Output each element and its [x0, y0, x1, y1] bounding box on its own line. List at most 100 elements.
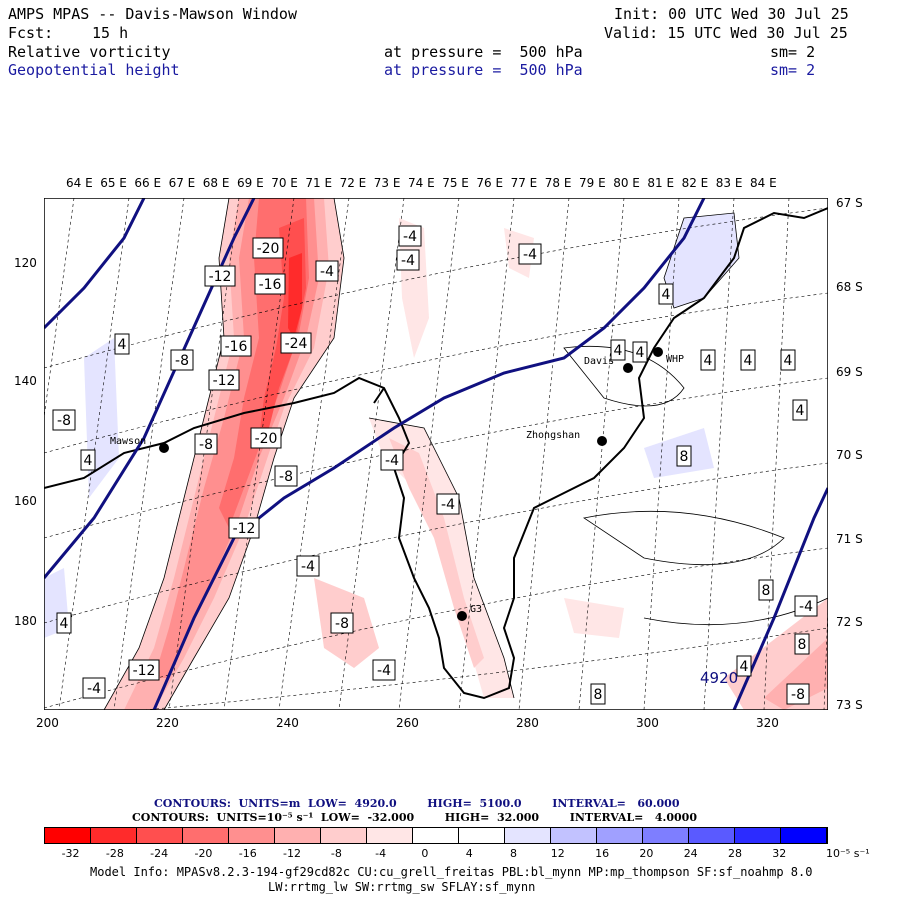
contour-labels: -20 -4 -4 -4 -12 -16 -4 -16 -24 -12 -20 -8 -8 -12 -4 -8…: [52, 225, 818, 705]
station-marker-whp: [653, 347, 663, 357]
contour-label: 4: [118, 337, 127, 353]
contour-label-box: [590, 683, 606, 705]
station-label-davis: Davis: [584, 356, 614, 367]
contour-label-box: [296, 555, 320, 577]
field2-name: Geopotential height: [8, 61, 180, 79]
longitude-label: 84 E: [750, 176, 777, 190]
height-contour-label: 4920: [700, 669, 738, 687]
colorbar-swatch: [45, 828, 91, 843]
contour-label: -8: [175, 353, 189, 369]
longitude-label: 80 E: [613, 176, 640, 190]
contour-label: -16: [259, 277, 282, 293]
colorbar-units: 10⁻⁵ s⁻¹: [826, 847, 870, 860]
latitude-label: 68 S: [836, 280, 863, 294]
model-info-line1: Model Info: MPASv8.2.3-194-gf29cd82c CU:…: [90, 865, 813, 879]
field2-smoothing: sm= 2: [770, 61, 816, 79]
contour-label: -12: [233, 521, 256, 537]
colorbar-tick-label: -16: [238, 847, 257, 860]
contour-label-box: [56, 612, 72, 634]
contour-label: 4: [636, 345, 645, 361]
longitude-label: 72 E: [339, 176, 367, 190]
y-tick-label: 160: [14, 494, 37, 508]
contour-label-box: [170, 349, 194, 371]
longitude-label: 82 E: [681, 176, 709, 190]
longitude-label: 76 E: [476, 176, 504, 190]
colorbar-swatch: [689, 828, 735, 843]
contour-label-box: [274, 465, 298, 487]
contour-label: -8: [791, 687, 805, 703]
colorbar-tick-label: -20: [194, 847, 213, 860]
contour-label: 4: [784, 353, 793, 369]
contour-label: -20: [255, 431, 278, 447]
latitude-label: 67 S: [836, 196, 863, 210]
contour-label: 4: [614, 343, 623, 359]
contour-label-box: [114, 333, 130, 355]
contour-label-box: [736, 655, 752, 677]
station-label-g3: G3: [470, 604, 482, 615]
contour-label: -4: [401, 253, 415, 269]
colorbar-swatch: [413, 828, 459, 843]
longitude-label: 74 E: [408, 176, 435, 190]
latitude-label: 71 S: [836, 532, 863, 546]
contour-label-box: [700, 349, 716, 371]
contour-label: -4: [320, 264, 334, 280]
colorbar-swatch: [367, 828, 413, 843]
contour-label-box: [254, 273, 286, 295]
contour-label-box: [220, 335, 252, 357]
y-tick-label: 180: [14, 614, 37, 628]
contour-label-box: [330, 612, 354, 634]
contour-label: -4: [87, 681, 101, 697]
longitude-label: 69 E: [237, 176, 264, 190]
colorbar-swatch: [229, 828, 275, 843]
contour-label-box: [252, 237, 284, 259]
longitude-label: 75 E: [442, 176, 469, 190]
colorbar-swatch: [781, 828, 827, 843]
longitude-label: 79 E: [579, 176, 606, 190]
contour-label: -4: [385, 453, 399, 469]
longitude-label: 67 E: [168, 176, 196, 190]
contour-label: -4: [377, 663, 391, 679]
y-tick-label: 140: [14, 374, 37, 388]
contour-label-box: [786, 683, 810, 705]
colorbar-tick-label: -8: [330, 847, 342, 860]
colorbar-tick-label: 16: [595, 847, 610, 860]
contour-label-box: [398, 225, 422, 247]
plot-title: AMPS MPAS -- Davis-Mawson Window: [8, 5, 297, 23]
valid-time: Valid: 15 UTC Wed 30 Jul 25: [604, 24, 848, 42]
station-marker-davis: [623, 363, 633, 373]
coastline: [44, 207, 828, 700]
contour-label-box: [52, 409, 76, 431]
vorticity-contour-info: CONTOURS: UNITS=10⁻⁵ s⁻¹ LOW= -32.000 HI…: [132, 811, 697, 824]
colorbar-tick-label: 32: [772, 847, 787, 860]
contour-label-box: [436, 493, 460, 515]
contour-label-box: [194, 433, 218, 455]
x-tick-label: 280: [516, 716, 539, 730]
contour-label: 4: [740, 659, 749, 675]
contour-label: -20: [257, 241, 280, 257]
contour-label-box: [758, 579, 774, 601]
contour-label-box: [658, 283, 674, 305]
contour-label: 4: [60, 616, 69, 632]
contour-label-box: [380, 449, 404, 471]
colorbar-tick-label: 8: [510, 847, 517, 860]
contour-label: -16: [225, 339, 248, 355]
longitude-label: 77 E: [510, 176, 538, 190]
colorbar-tick-label: 28: [727, 847, 742, 860]
colorbar-tick-label: -4: [375, 847, 387, 860]
contour-label-box: [632, 341, 648, 363]
colorbar: [44, 827, 828, 844]
longitude-label: 81 E: [647, 176, 675, 190]
forecast-label: Fcst:: [8, 24, 54, 42]
colorbar-swatch: [459, 828, 505, 843]
longitude-label: 70 E: [271, 176, 298, 190]
colorbar-swatch: [597, 828, 643, 843]
colorbar-tick-label: 24: [683, 847, 698, 860]
contour-label: -8: [279, 469, 293, 485]
station-marker-g3: [457, 611, 467, 621]
map-panel[interactable]: Mawson Davis WHP Zhongshan G3 -20 -4 -4 -4-…: [44, 198, 828, 710]
contour-label: -12: [213, 373, 236, 389]
vorticity-shading: [104, 198, 828, 710]
contour-label-box: [128, 659, 160, 681]
latitude-label: 69 S: [836, 365, 863, 379]
colorbar-swatch: [137, 828, 183, 843]
